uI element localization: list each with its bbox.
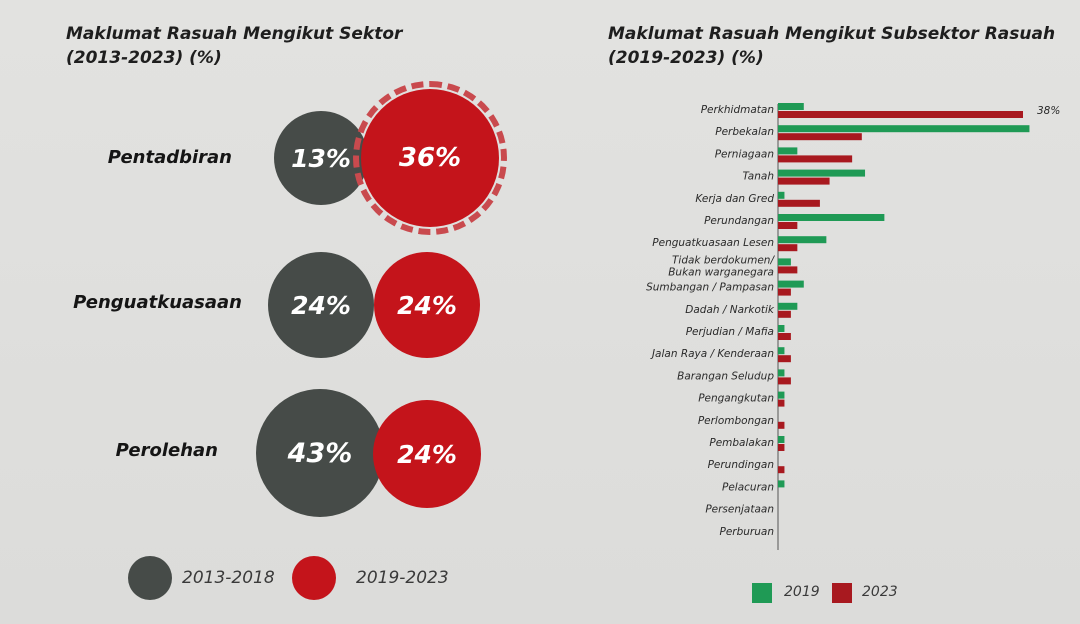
bubble-value: 13% xyxy=(291,143,351,173)
bar-2023-13 xyxy=(778,399,785,407)
bubble-value: 24% xyxy=(291,290,351,320)
bar-2019-2 xyxy=(778,147,798,155)
category-label: Jalan Raya / Kenderaan xyxy=(650,348,774,360)
bar-2019-6 xyxy=(778,236,827,244)
bar-2019-0 xyxy=(778,103,804,110)
bubble-perolehan-2019-2023: 24% xyxy=(373,400,481,508)
category-label: Perjudian / Mafia xyxy=(686,326,774,338)
category-label: Sumbangan / Pampasan xyxy=(646,282,774,294)
bar-2019-11 xyxy=(778,347,785,355)
category-label: Perlombongan xyxy=(698,415,774,427)
bar-2019-13 xyxy=(778,391,785,399)
legend-dot-2019-2023 xyxy=(292,556,336,600)
left-chart-title: Maklumat Rasuah Mengikut Sektor (2013-20… xyxy=(66,22,426,70)
highlight-ring xyxy=(353,81,507,235)
left-title-line1: Maklumat Rasuah Mengikut Sektor xyxy=(66,24,403,44)
bar-2019-7 xyxy=(778,258,791,266)
bubble-value: 36% xyxy=(398,143,462,173)
bar-2023-5 xyxy=(778,222,798,229)
sector-label-perolehan: Perolehan xyxy=(115,440,218,461)
right-title-line1: Maklumat Rasuah Mengikut Subsektor Rasua… xyxy=(608,24,1056,44)
bubble-perolehan-2013-2018: 43% xyxy=(256,389,384,517)
category-label: Perburuan xyxy=(720,526,775,538)
max-value-label: 38% xyxy=(1037,105,1060,117)
sector-label-penguatkuasaan: Penguatkuasaan xyxy=(73,292,242,313)
bubble-value: 43% xyxy=(287,437,353,469)
bar-2019-4 xyxy=(778,191,785,199)
bar-2019-12 xyxy=(778,369,785,377)
bar-2019-3 xyxy=(778,169,866,177)
right-title-line2: (2019-2023) (%) xyxy=(608,48,764,68)
category-label: Penguatkuasaan Lesen xyxy=(652,237,774,249)
bar-2019-1 xyxy=(778,125,1030,133)
bar-2023-12 xyxy=(778,377,791,385)
category-label: Tidak berdokumen/ xyxy=(672,254,775,266)
category-label: Pelacuran xyxy=(722,481,774,493)
bar-2023-10 xyxy=(778,333,791,340)
bubble-penguatkuasaan-2013-2018: 24% xyxy=(268,252,374,358)
bar-2023-0 xyxy=(778,111,1023,118)
bar-2019-8 xyxy=(778,280,804,288)
category-label: Kerja dan Gred xyxy=(695,193,774,205)
category-label: Pengangkutan xyxy=(698,393,774,405)
bar-2019-17 xyxy=(778,480,785,488)
bar-2023-1 xyxy=(778,133,862,141)
bar-2023-3 xyxy=(778,177,830,185)
category-label: Perniagaan xyxy=(715,148,774,160)
bar-2023-16 xyxy=(778,466,785,474)
legend-label-2019: 2019 xyxy=(784,584,820,600)
bar-2023-9 xyxy=(778,310,791,318)
bar-2023-8 xyxy=(778,288,791,296)
category-label: Barangan Seludup xyxy=(677,370,774,382)
bubble-penguatkuasaan-2019-2023: 24% xyxy=(374,252,480,358)
bar-2023-11 xyxy=(778,355,791,363)
bar-2023-4 xyxy=(778,199,820,207)
legend-swatch-2023 xyxy=(832,583,852,603)
category-label: Perundangan xyxy=(704,215,774,227)
bar-2023-7 xyxy=(778,266,798,274)
category-label: Perkhidmatan xyxy=(701,104,774,116)
bubble-pentadbiran-2019-2023: 36% xyxy=(361,89,499,227)
right-chart-title: Maklumat Rasuah Mengikut Subsektor Rasua… xyxy=(608,22,1068,70)
legend-label-2013-2018: 2013-2018 xyxy=(182,568,275,588)
bar-2019-10 xyxy=(778,325,785,332)
bar-2023-15 xyxy=(778,444,785,451)
category-label: Perundingan xyxy=(708,459,774,471)
bar-2023-2 xyxy=(778,155,853,163)
bar-2019-15 xyxy=(778,436,785,443)
category-label: Dadah / Narkotik xyxy=(685,304,775,316)
category-label: Persenjataan xyxy=(705,504,774,516)
category-label: Pembalakan xyxy=(709,437,774,449)
left-title-line2: (2013-2023) (%) xyxy=(66,48,222,68)
legend-label-2019-2023: 2019-2023 xyxy=(356,568,449,588)
bubble-value: 24% xyxy=(397,439,457,469)
legend-dot-2013-2018 xyxy=(128,556,172,600)
legend-label-2023: 2023 xyxy=(862,584,898,600)
bar-2023-6 xyxy=(778,244,798,252)
bar-2019-9 xyxy=(778,302,798,310)
category-label: Bukan warganegara xyxy=(668,266,774,278)
category-label: Tanah xyxy=(743,171,775,183)
bar-2019-5 xyxy=(778,214,885,221)
sector-label-pentadbiran: Pentadbiran xyxy=(107,147,232,168)
bubble-pentadbiran-2013-2018: 13% xyxy=(274,111,368,205)
category-label: Perbekalan xyxy=(715,126,774,138)
bubble-value: 24% xyxy=(397,290,457,320)
legend-swatch-2019 xyxy=(752,583,772,603)
bar-2023-14 xyxy=(778,421,785,429)
